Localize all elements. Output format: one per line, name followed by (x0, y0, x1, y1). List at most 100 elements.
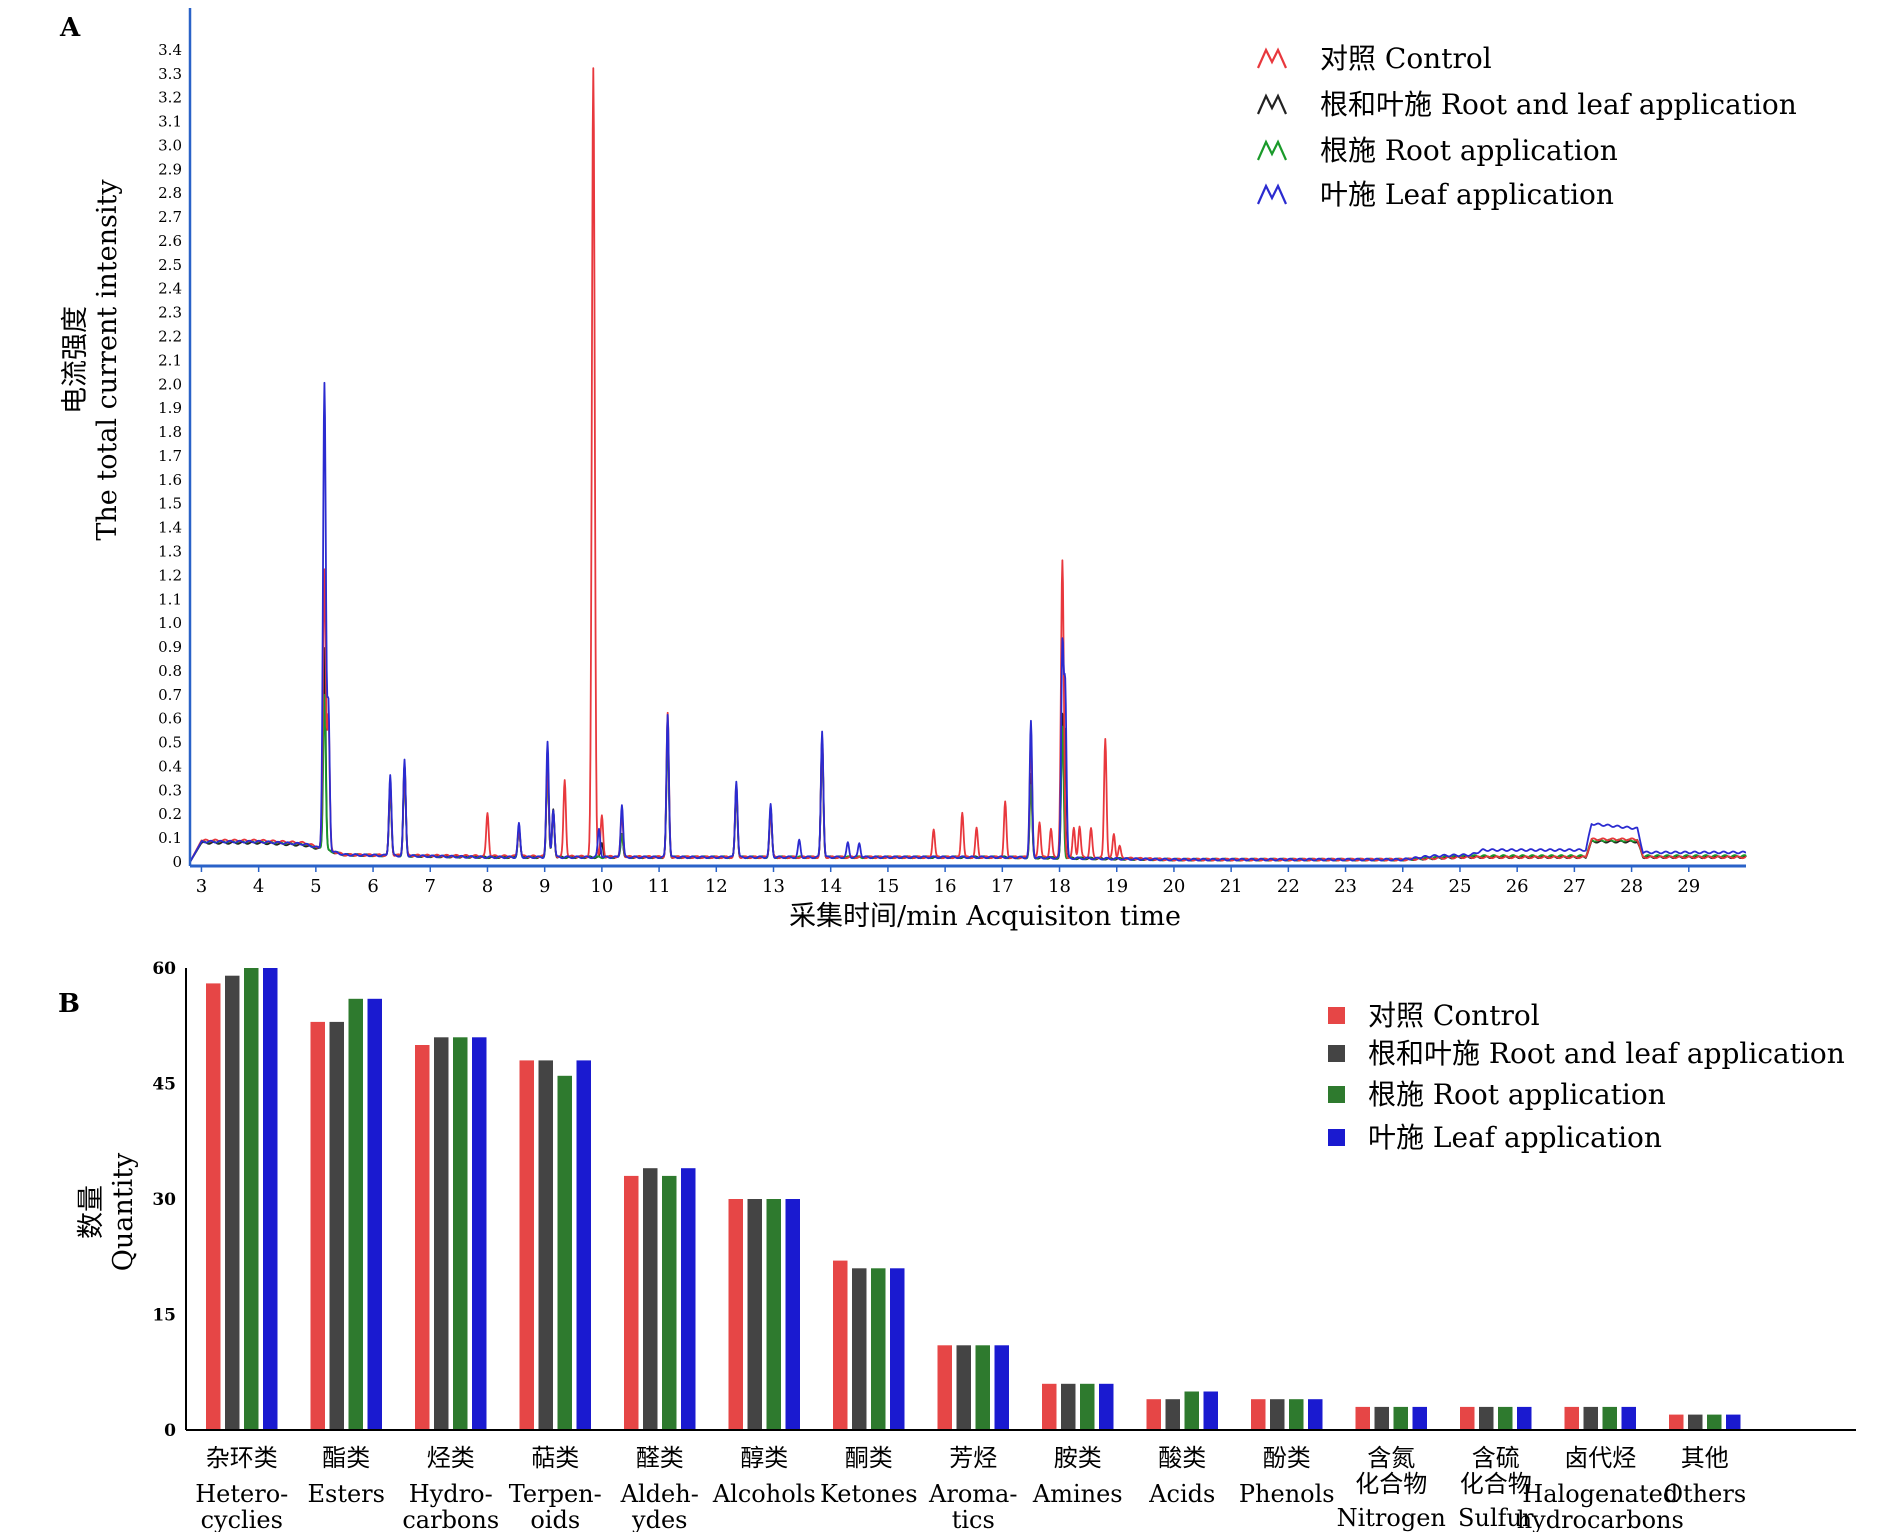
x-tick-label: 22 (1277, 876, 1300, 897)
category-label-cn: 酸类 (1158, 1444, 1206, 1472)
category-label-cn: 酮类 (845, 1444, 893, 1472)
bar (852, 1268, 867, 1430)
bar (975, 1345, 990, 1430)
x-tick-label: 19 (1105, 876, 1128, 897)
bar (1184, 1391, 1199, 1430)
bar (747, 1199, 762, 1430)
bar (833, 1260, 848, 1430)
x-tick-label: 14 (819, 876, 842, 897)
bar (937, 1345, 952, 1430)
x-tick-label: 28 (1620, 876, 1643, 897)
y-tick-label: 1.2 (158, 566, 182, 584)
y-tick-label: 3.1 (158, 113, 182, 131)
bar (348, 998, 363, 1430)
series-trace (189, 381, 1747, 863)
category-label-en: Amines (1032, 1480, 1123, 1508)
bar (1412, 1406, 1427, 1430)
bar (1080, 1383, 1095, 1430)
bar (785, 1199, 800, 1430)
y-tick-label: 1.4 (158, 519, 182, 537)
category-label-cn: 萜类 (531, 1444, 579, 1472)
y-tick-label: 0 (172, 853, 182, 871)
x-tick-label: 20 (1162, 876, 1185, 897)
panel-label-b: B (58, 989, 80, 1019)
legend-label: 根和叶施 Root and leaf application (1320, 88, 1797, 121)
y-axis-title-cn: 电流强度 (60, 306, 91, 414)
bar (766, 1199, 781, 1430)
y-tick-label: 1.3 (158, 542, 182, 560)
x-tick-label: 5 (310, 876, 321, 897)
x-tick-label: 3 (196, 876, 207, 897)
x-tick-label: 18 (1048, 876, 1071, 897)
bar (871, 1268, 886, 1430)
bar (576, 1060, 591, 1430)
y-tick-label: 3.2 (158, 89, 182, 107)
x-tick-label: 11 (648, 876, 671, 897)
bar (994, 1345, 1009, 1430)
legend-label: 根施 Root application (1320, 134, 1618, 167)
x-tick-label: 26 (1506, 876, 1529, 897)
bar (453, 1037, 468, 1430)
category-label-en: Sulfurcompounds (1426, 1504, 1565, 1532)
category-label-cn: 醛类 (636, 1444, 684, 1472)
legend-swatch (1256, 93, 1288, 115)
bar (681, 1168, 696, 1430)
legend-swatch (1256, 47, 1288, 69)
legend-label: 叶施 Leaf application (1368, 1121, 1662, 1154)
y-tick-label: 2.4 (158, 280, 182, 298)
category-label-en: Halogenated hydrocarbons (1517, 1480, 1684, 1532)
category-label-cn: 含硫化合物 (1460, 1444, 1532, 1498)
y-tick-label: 0.6 (158, 710, 182, 728)
y-tick-label: 2.6 (158, 232, 182, 250)
bar (1308, 1399, 1323, 1430)
category-label-cn: 酚类 (1263, 1444, 1311, 1472)
legend-label: 对照 Control (1368, 999, 1540, 1032)
series-trace (189, 693, 1747, 863)
bars (206, 968, 1741, 1430)
x-tick-label: 23 (1334, 876, 1357, 897)
y-tick-labels: 0 0.1 0.2 0.3 0.4 0.5 0.6 0.7 0.8 0.9 1.0 1.1 1.2 1.3… (158, 41, 182, 871)
category-label-en: Acids (1148, 1480, 1215, 1508)
category-label-cn: 胺类 (1054, 1444, 1102, 1472)
category-label-en: Ketones (820, 1480, 918, 1508)
bar (1355, 1406, 1370, 1430)
bar (956, 1345, 971, 1430)
legend-swatch (1328, 1045, 1345, 1062)
bar (1707, 1414, 1722, 1430)
y-tick-label: 0.2 (158, 805, 182, 823)
bar (1688, 1414, 1703, 1430)
legend-swatch (1328, 1129, 1345, 1146)
y-tick-label: 60 (152, 959, 176, 979)
y-tick-label: 2.1 (158, 351, 182, 369)
x-tick-label: 8 (482, 876, 493, 897)
bar (1621, 1406, 1636, 1430)
bar (244, 968, 259, 1430)
legend: 对照 Control 根和叶施 Root and leaf application… (1328, 999, 1845, 1154)
y-tick-label: 2.8 (158, 184, 182, 202)
legend-label: 根施 Root application (1368, 1078, 1666, 1111)
category-label-en: Terpen-oids (509, 1480, 602, 1532)
panel-label-a: A (59, 13, 81, 43)
bar (1099, 1383, 1114, 1430)
x-tick-label: 16 (934, 876, 957, 897)
bar-chart-panel: B 数量 Quantity 0 15 30 45 60 杂环类 Hetero-cyclie… (58, 959, 1856, 1532)
category-label-en: Aldeh-ydes (620, 1480, 699, 1532)
bar (206, 983, 221, 1430)
category-label-cn: 杂环类 (206, 1444, 278, 1472)
bar (1517, 1406, 1532, 1430)
bar (367, 998, 382, 1430)
bar (1270, 1399, 1285, 1430)
y-tick-labels: 0 15 30 45 60 (152, 959, 176, 1441)
y-tick-label: 3.0 (158, 136, 182, 154)
bar (1393, 1406, 1408, 1430)
chromatogram-panel: A 电流强度 The total current intensity 00.10… (59, 8, 1797, 932)
legend-swatch (1328, 1086, 1345, 1103)
category-label-en: Nitrogencompounds (1322, 1504, 1461, 1532)
bar (1498, 1406, 1513, 1430)
legend-swatch (1256, 139, 1288, 161)
bar (1602, 1406, 1617, 1430)
bar (519, 1060, 534, 1430)
bar (1203, 1391, 1218, 1430)
category-labels: 杂环类 Hetero-cyclies 酯类 Esters 烃类 Hydro-carbons… (195, 1444, 1746, 1532)
